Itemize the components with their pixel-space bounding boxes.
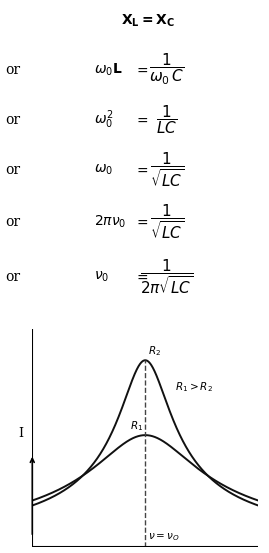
Text: $\dfrac{1}{\sqrt{LC}}$: $\dfrac{1}{\sqrt{LC}}$ — [150, 202, 184, 241]
Text: I: I — [19, 426, 23, 440]
Text: $\nu_0$: $\nu_0$ — [94, 269, 109, 284]
Text: $\dfrac{1}{\omega_0\, C}$: $\dfrac{1}{\omega_0\, C}$ — [149, 52, 184, 87]
Text: $=$: $=$ — [134, 270, 149, 284]
Text: $\mathbf{X_L = X_C}$: $\mathbf{X_L = X_C}$ — [121, 13, 175, 29]
Text: $\omega_0^2$: $\omega_0^2$ — [94, 108, 114, 131]
Text: $=$: $=$ — [134, 62, 149, 76]
Text: or: or — [5, 270, 20, 284]
Text: $R_2$: $R_2$ — [148, 345, 161, 358]
Text: $\nu = \nu_O$: $\nu = \nu_O$ — [147, 531, 179, 543]
Text: $=$: $=$ — [134, 215, 149, 228]
Text: or: or — [5, 215, 20, 228]
Text: $R_1$: $R_1$ — [130, 419, 143, 433]
Text: or: or — [5, 62, 20, 76]
Text: $\dfrac{1}{\sqrt{LC}}$: $\dfrac{1}{\sqrt{LC}}$ — [150, 150, 184, 189]
Text: $2\pi\nu_0$: $2\pi\nu_0$ — [94, 213, 127, 230]
Text: $\omega_0$: $\omega_0$ — [94, 163, 113, 177]
Text: or: or — [5, 163, 20, 177]
Text: $=$: $=$ — [134, 163, 149, 177]
Text: $\dfrac{1}{2\pi\sqrt{LC}}$: $\dfrac{1}{2\pi\sqrt{LC}}$ — [140, 257, 193, 296]
Text: $R_1 > R_2$: $R_1 > R_2$ — [175, 380, 213, 394]
Text: or: or — [5, 113, 20, 127]
Text: $\dfrac{1}{LC}$: $\dfrac{1}{LC}$ — [156, 103, 177, 136]
Text: $\omega_0\mathbf{L}$: $\omega_0\mathbf{L}$ — [94, 61, 123, 78]
Text: $=$: $=$ — [134, 113, 149, 127]
